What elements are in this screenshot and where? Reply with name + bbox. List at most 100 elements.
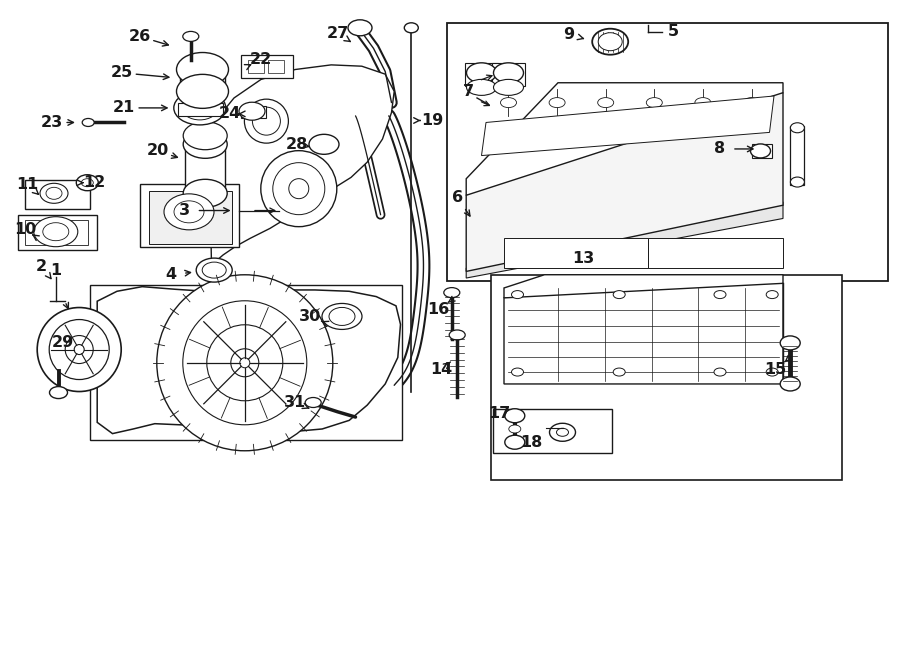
Text: 17: 17 — [489, 406, 510, 421]
Ellipse shape — [751, 144, 770, 158]
Polygon shape — [209, 65, 394, 265]
Text: 13: 13 — [572, 251, 594, 265]
Circle shape — [239, 357, 250, 368]
Circle shape — [207, 325, 283, 401]
Ellipse shape — [500, 97, 517, 108]
Bar — [180, 66, 225, 93]
Circle shape — [37, 308, 122, 391]
Ellipse shape — [549, 97, 565, 108]
Ellipse shape — [556, 428, 569, 436]
Text: 9: 9 — [563, 27, 574, 42]
Polygon shape — [466, 93, 783, 271]
Text: 22: 22 — [250, 52, 272, 67]
Ellipse shape — [239, 102, 265, 120]
Circle shape — [74, 344, 85, 355]
Bar — [504, 238, 648, 268]
Bar — [148, 191, 232, 244]
Ellipse shape — [174, 91, 226, 125]
Text: 29: 29 — [52, 336, 74, 350]
Text: 24: 24 — [219, 107, 240, 121]
Ellipse shape — [508, 425, 521, 433]
Ellipse shape — [184, 122, 227, 150]
Bar — [465, 63, 498, 86]
Ellipse shape — [82, 118, 94, 126]
Ellipse shape — [184, 179, 227, 207]
Text: 7: 7 — [463, 84, 473, 99]
Ellipse shape — [598, 97, 614, 108]
Ellipse shape — [493, 79, 524, 95]
Bar — [178, 103, 223, 116]
Text: 15: 15 — [765, 362, 787, 377]
Circle shape — [245, 99, 288, 143]
Ellipse shape — [550, 423, 575, 442]
Ellipse shape — [598, 32, 622, 51]
Ellipse shape — [449, 330, 465, 340]
Ellipse shape — [505, 408, 525, 423]
Bar — [18, 215, 97, 250]
Ellipse shape — [43, 222, 68, 241]
Circle shape — [252, 107, 281, 135]
Bar — [185, 144, 225, 193]
Ellipse shape — [714, 291, 726, 299]
Text: 3: 3 — [179, 203, 190, 218]
Text: 4: 4 — [166, 267, 176, 282]
Text: 18: 18 — [520, 435, 542, 449]
Text: 6: 6 — [452, 190, 463, 205]
Polygon shape — [466, 83, 783, 195]
Ellipse shape — [329, 307, 355, 326]
Text: 2: 2 — [36, 259, 47, 273]
Text: 26: 26 — [129, 29, 150, 44]
Bar — [25, 220, 88, 245]
Polygon shape — [504, 275, 783, 298]
Ellipse shape — [174, 201, 204, 223]
Ellipse shape — [176, 52, 229, 87]
Bar — [248, 60, 264, 73]
Ellipse shape — [790, 122, 805, 133]
Text: 16: 16 — [428, 302, 449, 316]
Ellipse shape — [50, 387, 68, 399]
Circle shape — [50, 320, 109, 379]
Ellipse shape — [714, 368, 726, 376]
Polygon shape — [504, 283, 783, 384]
Text: 20: 20 — [147, 144, 168, 158]
Text: 8: 8 — [715, 142, 725, 156]
Ellipse shape — [76, 175, 98, 191]
Ellipse shape — [309, 134, 339, 154]
Bar — [268, 60, 284, 73]
Ellipse shape — [164, 194, 214, 230]
Ellipse shape — [305, 397, 321, 408]
Ellipse shape — [780, 336, 800, 350]
Text: 5: 5 — [668, 24, 679, 39]
Ellipse shape — [695, 97, 711, 108]
Ellipse shape — [196, 258, 232, 282]
Circle shape — [289, 179, 309, 199]
Ellipse shape — [34, 216, 77, 247]
Ellipse shape — [183, 31, 199, 42]
Bar — [241, 106, 266, 118]
Polygon shape — [97, 287, 400, 434]
Text: 23: 23 — [41, 115, 63, 130]
Ellipse shape — [646, 97, 662, 108]
Ellipse shape — [493, 63, 524, 83]
Text: 27: 27 — [327, 26, 348, 40]
Ellipse shape — [40, 183, 68, 203]
Ellipse shape — [404, 23, 419, 33]
Text: 14: 14 — [430, 362, 452, 377]
Polygon shape — [466, 202, 783, 278]
Text: 28: 28 — [286, 137, 308, 152]
Ellipse shape — [511, 291, 524, 299]
Ellipse shape — [613, 291, 626, 299]
Circle shape — [183, 301, 307, 425]
Text: 12: 12 — [84, 175, 105, 190]
Ellipse shape — [46, 187, 62, 199]
Ellipse shape — [202, 262, 226, 278]
Bar — [140, 184, 238, 247]
Ellipse shape — [766, 291, 778, 299]
Bar — [752, 144, 772, 158]
Bar — [90, 285, 402, 440]
Text: 1: 1 — [50, 263, 61, 277]
Ellipse shape — [613, 368, 626, 376]
Circle shape — [65, 336, 94, 363]
Text: 21: 21 — [113, 101, 135, 115]
Text: 10: 10 — [14, 222, 36, 237]
